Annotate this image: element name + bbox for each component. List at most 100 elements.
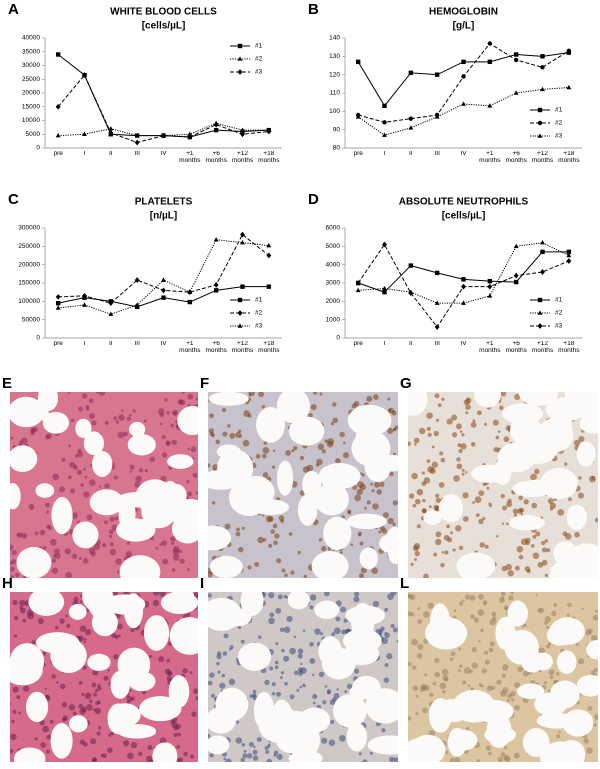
data-point — [540, 240, 545, 245]
cell — [437, 403, 442, 408]
fat-vacuole — [177, 405, 198, 436]
cell — [467, 684, 471, 688]
cell — [172, 545, 180, 553]
cell — [286, 615, 293, 623]
series-line — [58, 239, 269, 315]
cell — [212, 464, 219, 471]
cell — [332, 402, 337, 407]
cell — [46, 524, 50, 529]
x-tick-label: III — [134, 151, 140, 157]
cell — [370, 482, 373, 486]
chart-subtitle: [cells/µL] — [142, 21, 186, 32]
cell — [338, 734, 346, 742]
cell — [484, 422, 488, 426]
cell — [104, 420, 109, 425]
fat-vacuole — [10, 643, 45, 680]
data-point — [382, 285, 387, 291]
cell — [477, 609, 485, 616]
cell — [432, 681, 437, 686]
histology-image — [208, 392, 398, 578]
data-point — [108, 130, 114, 136]
x-tick-label-box: +12 months — [532, 341, 553, 354]
data-point — [355, 287, 361, 293]
cell — [566, 613, 570, 617]
cell — [291, 449, 295, 453]
fat-vacuole — [297, 494, 318, 526]
cell — [307, 412, 313, 418]
cell — [456, 463, 463, 470]
cell — [13, 634, 18, 638]
legend-marker — [537, 133, 543, 138]
cell — [339, 551, 343, 555]
cell — [59, 683, 66, 690]
cell — [173, 554, 180, 561]
x-tick-label-box: +18 months — [558, 341, 579, 354]
cell — [479, 542, 485, 548]
data-point — [108, 300, 114, 307]
x-tick-label: III — [134, 341, 140, 347]
cell — [374, 481, 380, 488]
cell — [152, 599, 160, 607]
cell — [275, 642, 279, 646]
cell — [242, 439, 250, 447]
cell — [465, 726, 470, 731]
cell — [340, 606, 347, 613]
cell — [469, 594, 476, 601]
cell — [587, 628, 593, 634]
cell — [444, 750, 449, 754]
cell — [98, 726, 102, 730]
cell — [45, 502, 51, 508]
cell — [91, 682, 97, 688]
cell — [439, 682, 447, 690]
y-tick-label: 30000 — [22, 62, 40, 69]
cell — [333, 693, 340, 699]
cell — [321, 449, 326, 454]
cell — [322, 700, 327, 705]
cell — [55, 625, 59, 630]
cell — [411, 665, 417, 670]
data-point — [487, 103, 493, 108]
cell — [369, 751, 373, 755]
cell — [501, 522, 505, 525]
fat-vacuole — [549, 562, 568, 578]
cell — [268, 617, 275, 625]
x-tick-label: +12 months — [231, 151, 254, 164]
cell — [344, 690, 348, 693]
cell — [281, 568, 286, 573]
data-point — [82, 302, 87, 307]
series-line — [357, 87, 569, 136]
cell — [118, 414, 125, 421]
cell — [290, 570, 295, 575]
cell — [183, 751, 188, 757]
cell — [410, 562, 414, 567]
cell — [195, 696, 198, 701]
cell — [187, 447, 191, 451]
legend-label: #2 — [555, 310, 563, 317]
cell — [545, 625, 550, 630]
cell — [564, 462, 568, 466]
cell — [147, 744, 153, 751]
cell — [387, 427, 394, 434]
x-tick-label-box: +1 months — [179, 151, 200, 164]
cell — [31, 640, 36, 645]
cell — [341, 629, 347, 635]
cell — [128, 689, 132, 692]
data-point — [540, 249, 545, 255]
cell — [463, 399, 470, 406]
fat-vacuole — [276, 392, 310, 424]
cell — [455, 423, 462, 430]
cell — [522, 670, 529, 677]
fat-vacuole — [119, 555, 161, 578]
cell — [423, 611, 430, 618]
cell — [379, 481, 385, 487]
fat-vacuole — [127, 434, 156, 456]
cell — [412, 503, 417, 508]
fat-vacuole — [423, 510, 442, 525]
cell — [274, 665, 279, 670]
cell — [540, 540, 546, 546]
cell — [222, 431, 228, 437]
data-point — [82, 131, 87, 137]
data-point — [434, 270, 440, 276]
data-point — [382, 289, 387, 295]
y-tick-label: 300000 — [18, 225, 40, 232]
